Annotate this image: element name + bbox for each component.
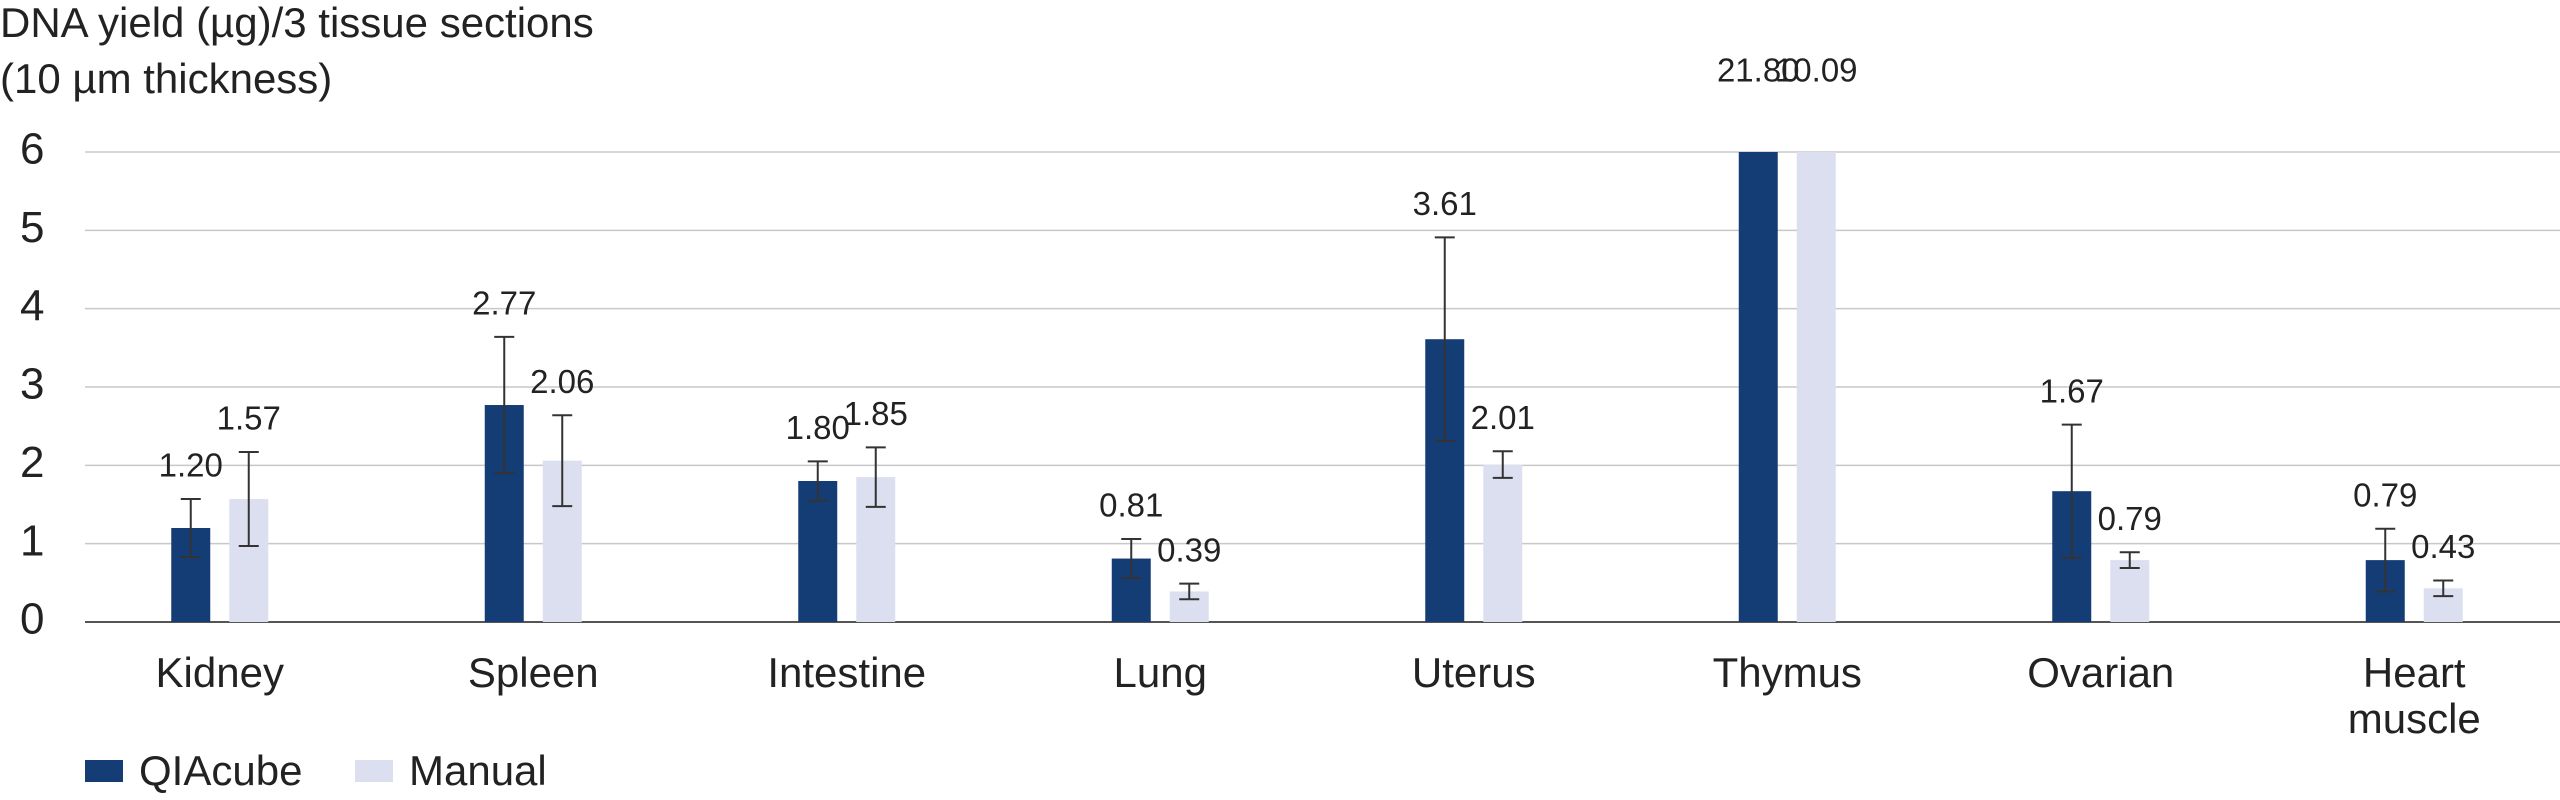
error-bar [2433, 579, 2454, 598]
error-bar [1492, 450, 1513, 479]
value-label: 0.79 [2353, 477, 2417, 514]
x-tick-label: Kidney [155, 649, 284, 696]
y-tick-label: 6 [20, 125, 44, 174]
error-bar [180, 498, 201, 558]
value-label: 0.43 [2411, 528, 2475, 565]
value-label: 21.80 [1717, 52, 1800, 89]
bar [798, 481, 838, 622]
x-tick-label: Uterus [1411, 649, 1536, 696]
error-bar [1434, 236, 1455, 443]
value-label: 1.80 [786, 409, 850, 446]
error-bar [2375, 527, 2396, 593]
value-label: 2.06 [530, 363, 594, 400]
x-tick-label: Spleen [467, 649, 599, 696]
bar [1738, 152, 1778, 622]
value-label: 1.85 [844, 395, 908, 432]
y-tick-label: 5 [20, 203, 44, 252]
error-bar [494, 335, 515, 475]
legend-item: QIAcube [85, 745, 302, 797]
x-tick-label: Heart muscle [2347, 649, 2481, 742]
bar [2110, 560, 2150, 622]
value-label: 3.61 [1413, 185, 1477, 222]
value-label: 0.39 [1157, 531, 1221, 568]
x-tick-label: Thymus [1712, 649, 1862, 696]
value-label: 0.79 [2098, 500, 2162, 537]
error-bar [552, 414, 573, 508]
value-label: 1.20 [159, 447, 223, 484]
error-bar [1121, 537, 1142, 580]
value-label: 0.81 [1099, 487, 1163, 524]
legend-swatch [85, 760, 123, 782]
legend-label: QIAcube [139, 747, 303, 794]
bar [1796, 152, 1836, 622]
x-tick-label: Lung [1113, 649, 1207, 696]
y-tick-label: 0 [20, 595, 44, 644]
y-tick-label: 1 [20, 516, 44, 565]
axis-title: (10 µm thickness) [0, 55, 333, 102]
error-bar [1179, 582, 1200, 601]
axis-title: DNA yield (µg)/3 tissue sections [0, 0, 594, 46]
value-label: 1.67 [2040, 372, 2104, 409]
bars [171, 152, 2463, 622]
y-tick-label: 2 [20, 438, 44, 487]
y-tick-label: 4 [20, 281, 44, 330]
value-label: 10.09 [1775, 52, 1858, 89]
error-bar [807, 460, 828, 502]
error-bar [865, 446, 886, 508]
legend-item: Manual [355, 745, 547, 797]
value-label: 1.57 [217, 400, 281, 437]
value-label: 2.01 [1471, 399, 1535, 436]
bar [1483, 464, 1523, 622]
legend-label: Manual [409, 747, 547, 794]
legend-swatch [355, 760, 393, 782]
error-bar [2061, 423, 2082, 559]
value-label: 2.77 [472, 285, 536, 322]
error-bar [2119, 551, 2140, 569]
x-tick-label: Intestine [767, 649, 927, 696]
x-tick-label: Ovarian [2027, 649, 2175, 696]
error-bar [238, 451, 259, 548]
y-tick-label: 3 [20, 360, 44, 409]
